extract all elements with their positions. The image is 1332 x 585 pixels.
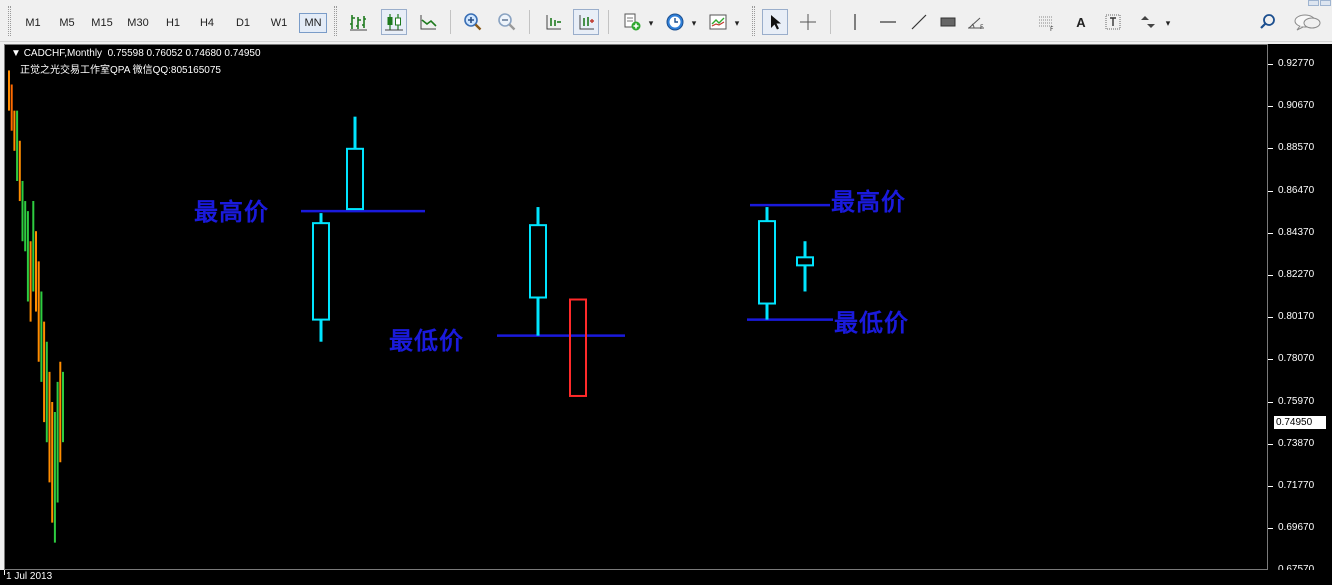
- candle-body: [346, 147, 364, 211]
- timeframe-mn[interactable]: MN: [299, 13, 327, 33]
- price-tick: [1268, 401, 1273, 403]
- chat-icon[interactable]: [1290, 9, 1324, 35]
- symbol-period: CADCHF,Monthly: [23, 48, 103, 59]
- price-tick: [1268, 148, 1273, 150]
- timeframe-d1[interactable]: D1: [235, 17, 251, 29]
- crosshair-icon[interactable]: [795, 9, 821, 35]
- rectangle-icon[interactable]: [935, 9, 961, 35]
- price-tick: [1268, 317, 1273, 319]
- price-tick: [1268, 106, 1273, 108]
- chart-header: ▼ CADCHF,Monthly 0.75598 0.76052 0.74680…: [11, 48, 261, 60]
- annotation-low-middle: 最低价: [389, 326, 464, 355]
- candle-body: [758, 220, 776, 305]
- price-label: 0.88570: [1278, 142, 1315, 154]
- timeframe-w1[interactable]: W1: [270, 17, 288, 29]
- price-label: 0.71770: [1278, 480, 1315, 491]
- price-label: 0.84370: [1278, 226, 1315, 238]
- templates-icon[interactable]: [705, 9, 731, 35]
- price-label: 0.67570: [1278, 564, 1314, 576]
- watermark-text: 正觉之光交易工作室QPA 微信QQ:805165075: [20, 65, 221, 76]
- price-chart: [8, 70, 833, 543]
- price-label: 0.90670: [1278, 100, 1315, 112]
- candlestick-icon[interactable]: [381, 9, 407, 35]
- auto-scroll-icon[interactable]: [573, 9, 599, 35]
- price-label: 0.78070: [1278, 353, 1315, 365]
- date-label: 1 Jul 2013: [6, 571, 53, 582]
- candle-body: [569, 298, 587, 397]
- chart-shift-icon[interactable]: [540, 9, 566, 35]
- cursor-icon[interactable]: [762, 9, 788, 35]
- ohlc-values: 0.75598 0.76052 0.74680 0.74950: [107, 48, 261, 59]
- price-label: 0.75970: [1278, 395, 1315, 407]
- price-label: 0.86470: [1278, 184, 1315, 196]
- window-close-icon[interactable]: [1320, 0, 1331, 6]
- current-price-label: 0.74950: [1274, 416, 1326, 430]
- channel-icon[interactable]: F: [1033, 9, 1059, 35]
- price-tick: [1268, 528, 1273, 530]
- svg-text:F: F: [1050, 26, 1054, 32]
- svg-text:F: F: [980, 24, 984, 31]
- price-tick: [1268, 443, 1273, 445]
- periods-dropdown-arrow[interactable]: ▾: [691, 18, 697, 28]
- candle-body: [529, 224, 547, 299]
- window-restore-icon[interactable]: [1308, 0, 1319, 6]
- fibonacci-icon[interactable]: F: [963, 9, 989, 35]
- toolbar-grip[interactable]: [752, 6, 755, 36]
- timeframe-h1[interactable]: H1: [165, 17, 181, 29]
- search-icon[interactable]: [1255, 9, 1281, 35]
- candle-body: [796, 256, 814, 267]
- chart-area[interactable]: ▼ CADCHF,Monthly 0.75598 0.76052 0.74680…: [4, 44, 1268, 570]
- trendline-icon[interactable]: [906, 9, 932, 35]
- bar-chart-icon[interactable]: [345, 9, 371, 35]
- indicators-icon[interactable]: [619, 9, 645, 35]
- vertical-line-icon[interactable]: [842, 9, 868, 35]
- price-tick: [1268, 64, 1273, 65]
- price-label: 0.82270: [1278, 269, 1315, 280]
- price-tick: [1268, 359, 1273, 361]
- price-label: 0.69670: [1278, 522, 1315, 534]
- text-label-icon[interactable]: [1100, 9, 1126, 35]
- toolbar-grip[interactable]: [334, 6, 337, 36]
- price-label: 0.80170: [1278, 311, 1315, 323]
- horizontal-line-icon[interactable]: [875, 9, 901, 35]
- zoom-in-icon[interactable]: [460, 9, 486, 35]
- price-tick: [1268, 486, 1273, 487]
- price-label: 0.73870: [1278, 437, 1315, 449]
- line-chart-icon[interactable]: [415, 9, 441, 35]
- timeframe-m1[interactable]: M1: [25, 17, 41, 29]
- candle-body: [312, 222, 330, 321]
- arrows-dropdown-arrow[interactable]: ▾: [1165, 18, 1171, 28]
- timeframe-m5[interactable]: M5: [59, 17, 75, 29]
- timeframe-m30[interactable]: M30: [127, 17, 149, 29]
- indicators-dropdown-arrow[interactable]: ▾: [648, 18, 654, 28]
- price-label: 0.92770: [1278, 58, 1315, 69]
- price-tick: [1268, 232, 1273, 234]
- annotation-high-left: 最高价: [194, 197, 269, 226]
- date-tick: [4, 570, 5, 575]
- price-axis[interactable]: 0.74950 0.92770 0.90670 0.88570 0.86470 0.84…: [1268, 44, 1332, 575]
- toolbar: M1 M5 M15 M30 H1 H4 D1 W1 MN ▾ ▾ ▾: [0, 0, 1332, 42]
- time-axis[interactable]: 1 Jul 2013: [0, 570, 1332, 585]
- arrows-icon[interactable]: [1135, 9, 1161, 35]
- periods-icon[interactable]: [662, 9, 688, 35]
- timeframe-h4[interactable]: H4: [199, 17, 215, 29]
- toolbar-grip[interactable]: [8, 6, 11, 36]
- text-icon[interactable]: A: [1076, 15, 1086, 30]
- price-tick: [1268, 190, 1273, 192]
- price-tick: [1268, 275, 1273, 276]
- zoom-out-icon[interactable]: [494, 9, 520, 35]
- annotation-high-right: 最高价: [831, 187, 906, 216]
- collapse-arrow-icon[interactable]: ▼: [11, 48, 24, 59]
- templates-dropdown-arrow[interactable]: ▾: [734, 18, 740, 28]
- annotation-low-right: 最低价: [834, 308, 909, 337]
- timeframe-m15[interactable]: M15: [91, 17, 113, 29]
